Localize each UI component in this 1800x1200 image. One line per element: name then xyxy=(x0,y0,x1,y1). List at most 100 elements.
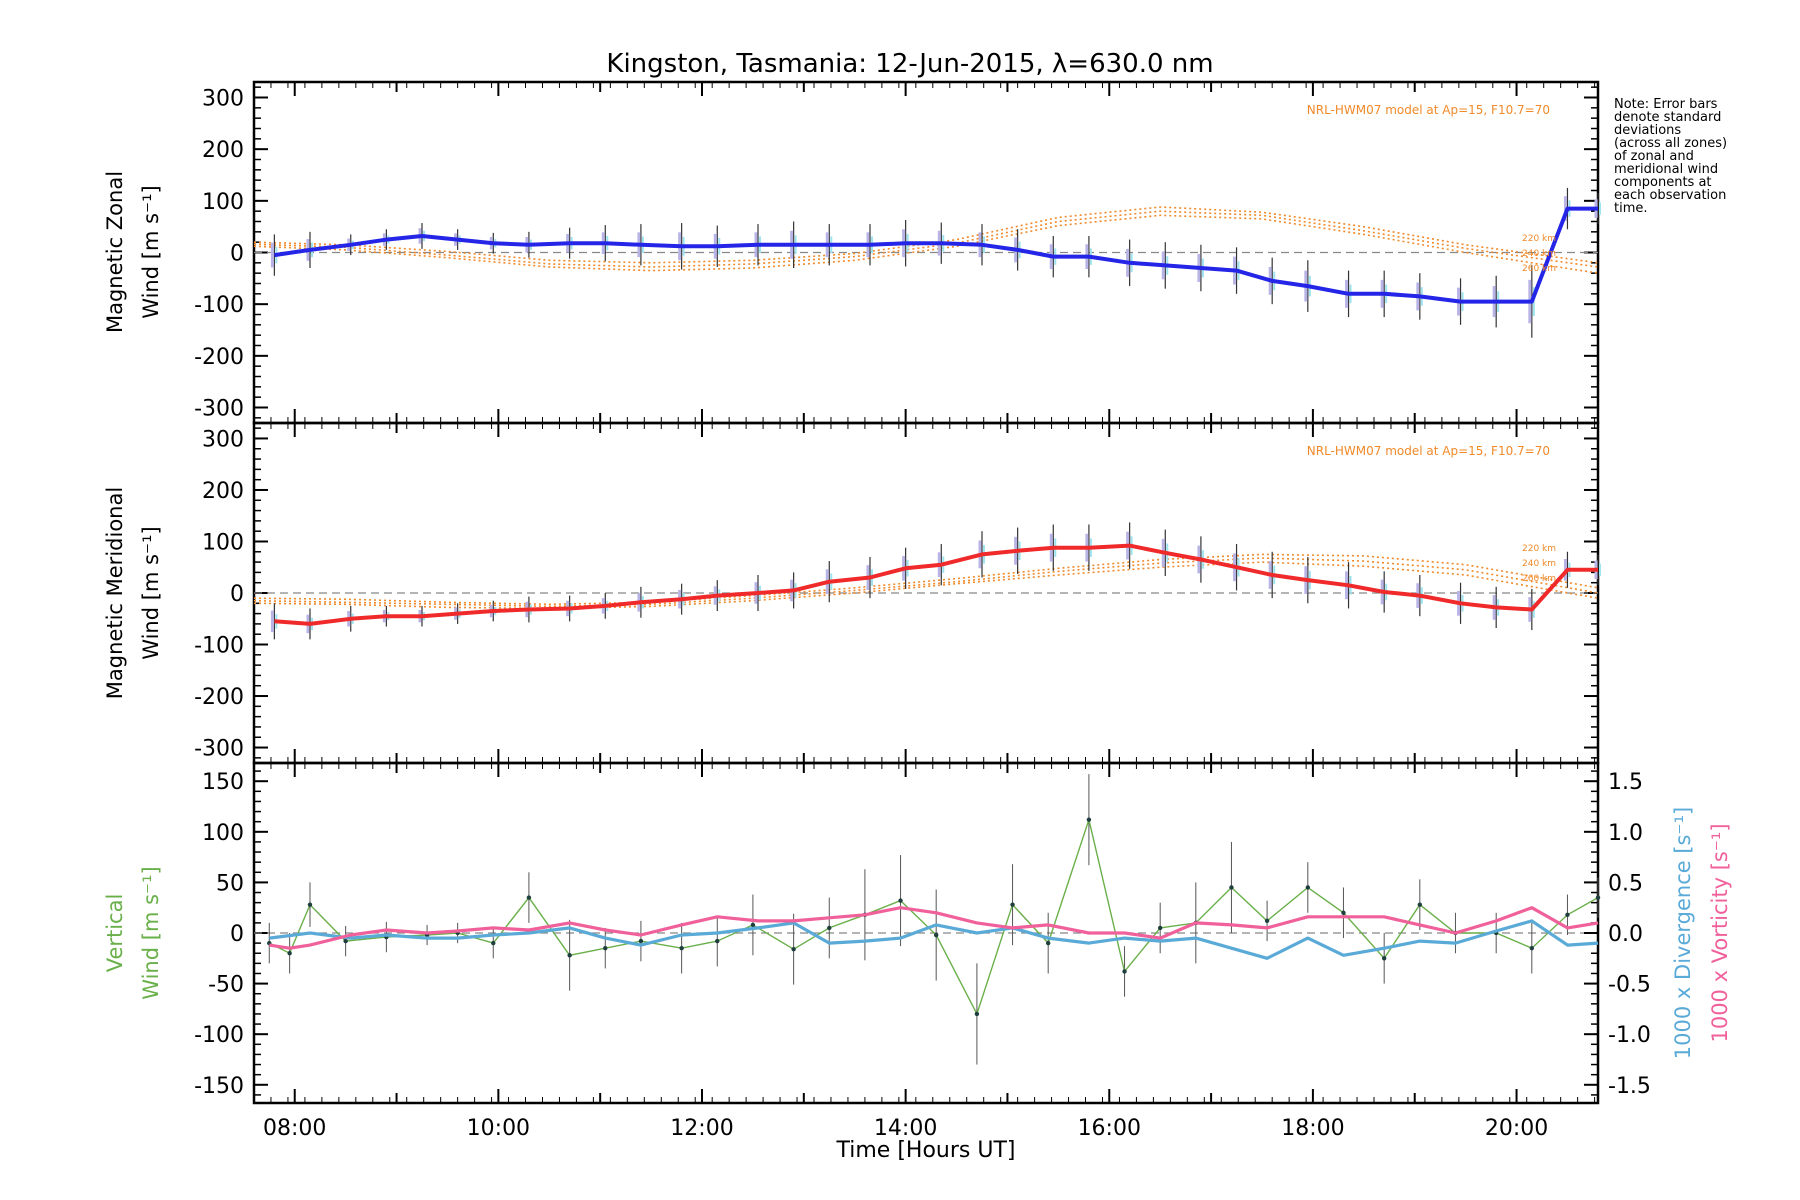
vertical-wind-point xyxy=(1565,912,1570,917)
x-tick-label: 08:00 xyxy=(263,1116,326,1141)
model-curve xyxy=(253,210,1599,268)
x-tick-label: 18:00 xyxy=(1281,1116,1344,1141)
note-line-3: deviations xyxy=(1614,123,1681,138)
y-tick-label: 200 xyxy=(202,479,244,504)
vertical-ylabel-line2: Wind [m s⁻¹] xyxy=(139,866,163,999)
vertical-wind-line xyxy=(268,817,1599,1016)
y-tick-label: -200 xyxy=(194,345,244,370)
x-axis-label: Time [Hours UT] xyxy=(836,1138,1016,1163)
vertical-wind-point xyxy=(715,938,720,944)
y-tick-label: -100 xyxy=(194,1023,244,1048)
y-tick-label: -200 xyxy=(194,685,244,710)
zonal-wind-series xyxy=(274,206,1598,304)
vertical-wind-point xyxy=(491,940,496,946)
y-tick-label: -150 xyxy=(194,1074,244,1099)
vertical-panel: 150 100 50 0 -50 -100 -150 1.5 1.0 0.5 0.0 -0.5 -1.0… xyxy=(103,761,1732,1163)
vertical-wind-point xyxy=(1229,885,1234,890)
y-tick-label: 100 xyxy=(202,821,244,846)
zonal-panel: 300 200 100 0 -100 -200 -300 NRL-HWM07 model a… xyxy=(103,80,1601,425)
vertical-wind-point xyxy=(1595,895,1601,900)
vertical-wind-point xyxy=(343,938,348,944)
zonal-model-alt-260: 260 km xyxy=(1522,264,1556,274)
model-curve xyxy=(253,553,1599,606)
vertical-wind-point xyxy=(1341,910,1346,915)
meridional-model-alt-240: 240 km xyxy=(1522,559,1556,569)
zonal-model-alt-220: 220 km xyxy=(1522,234,1556,244)
vertical-wind-point xyxy=(750,922,756,928)
y-tick-label: 200 xyxy=(202,138,244,163)
y-tick-label: -100 xyxy=(194,293,244,318)
x-tick-label: 10:00 xyxy=(467,1116,530,1141)
vertical-ticks: 150 100 50 0 -50 -100 -150 1.5 1.0 0.5 0.0 -0.5 -1.0… xyxy=(194,763,1651,1141)
y2-tick-label: -1.0 xyxy=(1608,1023,1651,1048)
vertical-wind-point xyxy=(307,902,313,907)
y-tick-label: 0 xyxy=(230,922,244,947)
y-tick-label: 50 xyxy=(216,871,244,896)
y-tick-label: 100 xyxy=(202,190,244,215)
y2-tick-label: -1.5 xyxy=(1608,1074,1651,1099)
vorticity-line xyxy=(269,906,1599,950)
y-tick-label: -100 xyxy=(194,634,244,659)
vertical-wind-point xyxy=(679,945,684,951)
chart-title: Kingston, Tasmania: 12-Jun-2015, λ=630.0… xyxy=(606,49,1213,79)
note-line-4: (across all zones) xyxy=(1614,136,1727,151)
y-tick-label: 100 xyxy=(202,530,244,555)
vertical-ylabel-line1: Vertical xyxy=(103,894,127,973)
y2-tick-label: 0.0 xyxy=(1608,922,1643,947)
vertical-wind-point xyxy=(1381,956,1387,961)
vertical-wind-point xyxy=(1122,969,1127,974)
y-tick-label: 300 xyxy=(202,427,244,452)
x-tick-label: 12:00 xyxy=(670,1116,733,1141)
zonal-model-curves xyxy=(253,206,1599,274)
zonal-model-alt-240: 240 km xyxy=(1522,249,1556,259)
note-line-6: meridional wind xyxy=(1614,162,1718,177)
y-tick-label: 300 xyxy=(202,87,244,112)
vertical-wind-point xyxy=(1045,940,1051,946)
vertical-wind-point xyxy=(638,938,644,944)
zonal-ticks: 300 200 100 0 -100 -200 -300 xyxy=(194,82,1598,423)
meridional-ylabel-line1: Magnetic Meridional xyxy=(103,487,127,699)
vertical-wind-point xyxy=(287,951,292,956)
meridional-ticks: 300 200 100 0 -100 -200 -300 xyxy=(194,423,1598,763)
model-curve xyxy=(253,561,1599,610)
x-tick-label: 20:00 xyxy=(1485,1116,1548,1141)
meridional-panel: 300 200 100 0 -100 -200 -300 NRL-HWM07 model a… xyxy=(103,421,1601,765)
y-tick-label: 0 xyxy=(230,242,244,267)
meridional-model-alt-220: 220 km xyxy=(1522,544,1556,554)
meridional-error-bars xyxy=(270,522,1601,640)
vorticity-ylabel: 1000 x Vorticity [s⁻¹] xyxy=(1708,823,1732,1042)
divergence-ylabel: 1000 x Divergence [s⁻¹] xyxy=(1671,807,1695,1059)
vertical-wind-point xyxy=(827,925,832,931)
vertical-wind-point xyxy=(1305,885,1311,890)
note-line-2: denote standard xyxy=(1614,110,1721,125)
vertical-wind-point xyxy=(1157,925,1163,931)
meridional-model-curves xyxy=(253,553,1599,610)
note-line-9: time. xyxy=(1614,201,1648,216)
meridional-wind-line xyxy=(274,543,1598,626)
meridional-ylabel-line2: Wind [m s⁻¹] xyxy=(139,526,163,659)
model-curve xyxy=(253,206,1599,264)
vertical-wind-point xyxy=(974,1011,980,1017)
zonal-ylabel-line2: Wind [m s⁻¹] xyxy=(139,185,163,318)
note-line-7: components at xyxy=(1614,175,1712,190)
vertical-wind-point xyxy=(567,953,572,958)
vertical-wind-point xyxy=(603,945,608,951)
zonal-model-label: NRL-HWM07 model at Ap=15, F10.7=70 xyxy=(1307,103,1550,117)
note-line-8: each observation xyxy=(1614,188,1726,203)
model-curve xyxy=(253,557,1599,608)
note-line-5: of zonal and xyxy=(1614,149,1694,164)
error-bar-note: Note: Error bars denote standard deviati… xyxy=(1614,97,1727,216)
y-tick-label: -300 xyxy=(194,737,244,762)
y2-tick-label: -0.5 xyxy=(1608,973,1651,998)
y2-tick-label: 1.0 xyxy=(1608,821,1643,846)
vertical-wind-point xyxy=(1417,902,1423,907)
model-curve xyxy=(253,214,1599,274)
vertical-wind-point xyxy=(1264,918,1270,924)
vertical-wind-point xyxy=(1529,945,1535,951)
vertical-wind-point xyxy=(933,932,939,938)
meridional-model-label: NRL-HWM07 model at Ap=15, F10.7=70 xyxy=(1307,444,1550,458)
y-tick-label: -50 xyxy=(208,973,244,998)
vertical-wind-point xyxy=(898,898,903,903)
zonal-wind-line xyxy=(274,206,1598,304)
y2-tick-label: 0.5 xyxy=(1608,871,1643,896)
